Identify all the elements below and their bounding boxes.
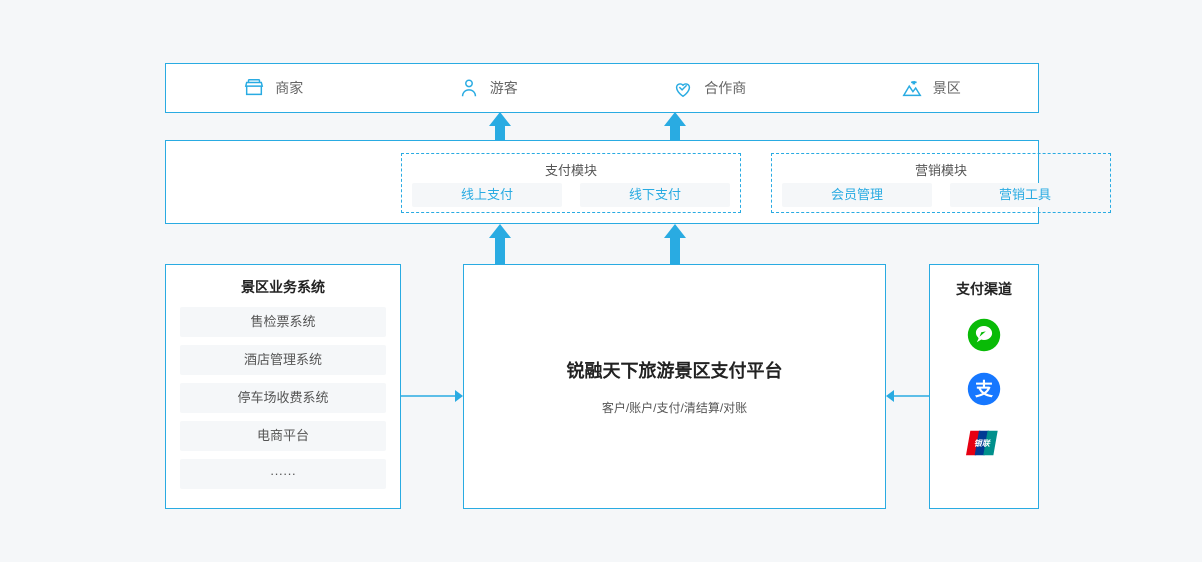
- list-item: 售检票系统: [180, 307, 386, 337]
- svg-text:支: 支: [974, 378, 994, 399]
- alipay-icon: 支: [966, 371, 1002, 407]
- user-tourist: 游客: [458, 77, 518, 99]
- store-icon: [243, 77, 265, 99]
- module-marketing: 营销模块 会员管理 营销工具: [771, 153, 1111, 213]
- user-icon: [458, 77, 480, 99]
- user-merchant: 商家: [243, 77, 303, 99]
- module-pay-title: 支付模块: [402, 154, 740, 183]
- user-partner: 合作商: [672, 77, 746, 99]
- pill-online-pay: 线上支付: [412, 183, 562, 207]
- pill-member: 会员管理: [782, 183, 932, 207]
- business-systems: 景区业务系统 售检票系统 酒店管理系统 停车场收费系统 电商平台 ······: [165, 264, 401, 509]
- arrow-center-to-mark: [664, 224, 686, 264]
- arrow-mark-to-top: [664, 112, 686, 140]
- list-item: 电商平台: [180, 421, 386, 451]
- scenery-icon: [901, 77, 923, 99]
- business-systems-title: 景区业务系统: [180, 277, 386, 297]
- pay-channels-title: 支付渠道: [956, 279, 1012, 299]
- user-merchant-label: 商家: [275, 78, 303, 98]
- arrow-pay-to-top: [489, 112, 511, 140]
- platform-subtitle: 客户/账户/支付/清结算/对账: [602, 399, 747, 416]
- user-scenic-label: 景区: [933, 78, 961, 98]
- arrow-center-to-pay: [489, 224, 511, 264]
- pill-offline-pay: 线下支付: [580, 183, 730, 207]
- user-partner-label: 合作商: [704, 78, 746, 98]
- pill-marketing-tool: 营销工具: [950, 183, 1100, 207]
- list-item: 停车场收费系统: [180, 383, 386, 413]
- user-scenic: 景区: [901, 77, 961, 99]
- users-row: 商家 游客 合作商 景区: [165, 63, 1039, 113]
- platform: 锐融天下旅游景区支付平台 客户/账户/支付/清结算/对账: [463, 264, 886, 509]
- module-pay: 支付模块 线上支付 线下支付: [401, 153, 741, 213]
- user-tourist-label: 游客: [490, 78, 518, 98]
- pay-channels: 支付渠道 支 银联: [929, 264, 1039, 509]
- wechat-icon: [966, 317, 1002, 353]
- unionpay-icon: 银联: [966, 425, 1002, 461]
- modules-row: 支付模块 线上支付 线下支付 营销模块 会员管理 营销工具: [165, 140, 1039, 224]
- module-marketing-title: 营销模块: [772, 154, 1110, 183]
- arrow-right-to-center: [886, 390, 929, 402]
- list-item: 酒店管理系统: [180, 345, 386, 375]
- svg-text:银联: 银联: [974, 439, 991, 448]
- platform-title: 锐融天下旅游景区支付平台: [567, 357, 783, 383]
- arrow-left-to-center: [401, 390, 463, 402]
- list-item: ······: [180, 459, 386, 489]
- handshake-icon: [672, 77, 694, 99]
